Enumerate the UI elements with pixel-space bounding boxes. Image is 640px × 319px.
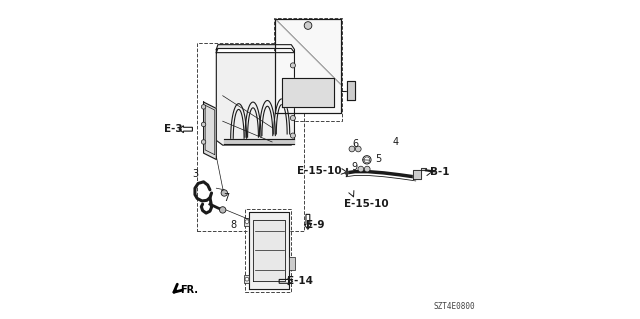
Text: E-15-10: E-15-10	[344, 199, 388, 209]
Bar	[275, 19, 340, 113]
Text: SZT4E0800: SZT4E0800	[433, 302, 475, 311]
Bar	[244, 218, 249, 226]
Text: 4: 4	[393, 137, 399, 147]
Text: E-9: E-9	[306, 220, 324, 230]
Text: 5: 5	[375, 154, 381, 165]
Text: 7: 7	[223, 193, 229, 204]
Text: E-14: E-14	[287, 276, 312, 286]
Text: 8: 8	[230, 220, 237, 230]
Circle shape	[221, 190, 227, 196]
Circle shape	[245, 220, 249, 224]
Bar	[275, 19, 340, 113]
Circle shape	[291, 115, 296, 121]
Circle shape	[202, 140, 206, 144]
Polygon shape	[216, 45, 294, 53]
Circle shape	[291, 80, 296, 85]
Polygon shape	[282, 78, 334, 107]
Text: FR.: FR.	[180, 285, 198, 295]
Text: 6: 6	[353, 139, 359, 149]
Polygon shape	[204, 102, 216, 160]
Text: 3: 3	[192, 169, 198, 179]
Text: E-3: E-3	[164, 124, 183, 134]
Polygon shape	[346, 168, 347, 176]
Circle shape	[355, 146, 361, 152]
Circle shape	[202, 122, 206, 127]
Bar	[289, 257, 296, 270]
Circle shape	[202, 105, 206, 109]
Polygon shape	[249, 212, 289, 289]
Circle shape	[291, 133, 296, 138]
Circle shape	[304, 22, 312, 29]
Text: E-15-10: E-15-10	[297, 166, 342, 176]
Bar	[245, 209, 291, 292]
Text: 9: 9	[351, 162, 358, 173]
Polygon shape	[216, 53, 294, 145]
Circle shape	[358, 166, 364, 172]
Polygon shape	[413, 168, 426, 179]
Polygon shape	[347, 81, 355, 100]
Text: B-1: B-1	[430, 167, 449, 177]
Polygon shape	[253, 220, 285, 281]
Circle shape	[349, 146, 355, 152]
Bar	[244, 275, 249, 283]
Circle shape	[291, 63, 296, 68]
Circle shape	[245, 277, 249, 281]
Circle shape	[220, 207, 226, 213]
Bar	[197, 43, 304, 231]
Bar	[274, 18, 342, 121]
Circle shape	[364, 166, 370, 172]
Circle shape	[291, 98, 296, 103]
